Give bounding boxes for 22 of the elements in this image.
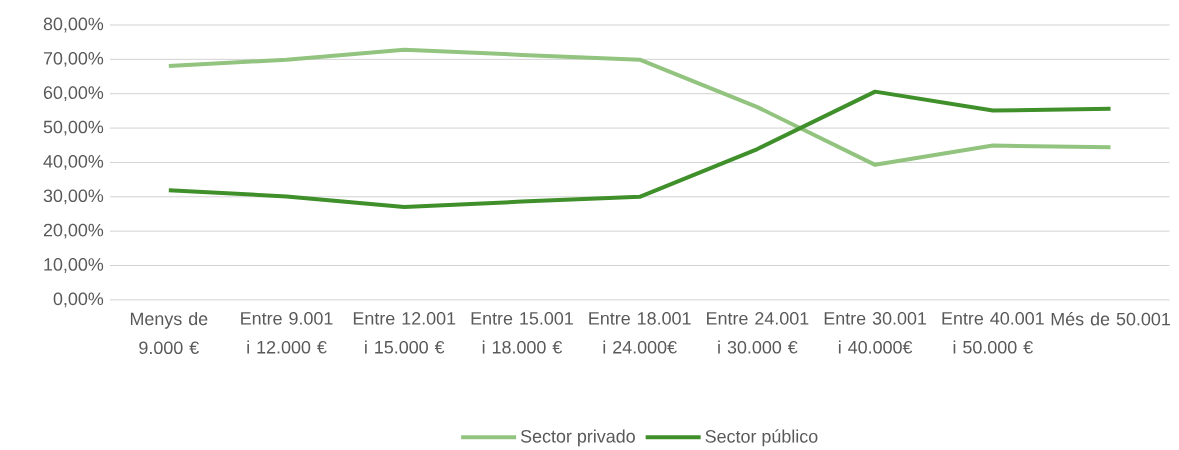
y-tick-label: 10,00% [44, 258, 104, 274]
line-series [166, 47, 1113, 167]
y-tick-label: 50,00% [43, 120, 104, 136]
x-tick-label: Entre 18.001 i 24.000€ [589, 312, 691, 354]
y-tick-label: 30,00% [43, 189, 104, 205]
legend-label: Sector privado [520, 429, 635, 447]
y-tick-label: 0,00% [53, 292, 104, 308]
x-tick-label: Entre 15.001 i 18.000 € [471, 312, 573, 354]
legend-label: Sector público [705, 429, 818, 447]
line-series [166, 89, 1113, 210]
x-tick-label: Menys de 9.000 € [130, 312, 208, 355]
x-tick-label: Entre 12.001 i 15.000 € [353, 312, 456, 354]
x-tick-label: Més de 50.001 [1051, 312, 1170, 326]
y-tick-label: 70,00% [43, 52, 104, 67]
y-tick-label: 80,00% [43, 17, 104, 33]
x-tick-label: Entre 24.001 i 30.000 € [707, 312, 809, 354]
x-tick-label: Entre 40.001 i 50.000 € [942, 312, 1044, 354]
x-tick-label: Entre 9.001 i 12.000 € [241, 312, 333, 354]
y-tick-label: 20,00% [43, 223, 104, 239]
y-tick-label: 60,00% [43, 86, 104, 102]
y-tick-label: 40,00% [43, 155, 104, 170]
x-tick-label: Entre 30.001 i 40.000€ [824, 312, 927, 354]
